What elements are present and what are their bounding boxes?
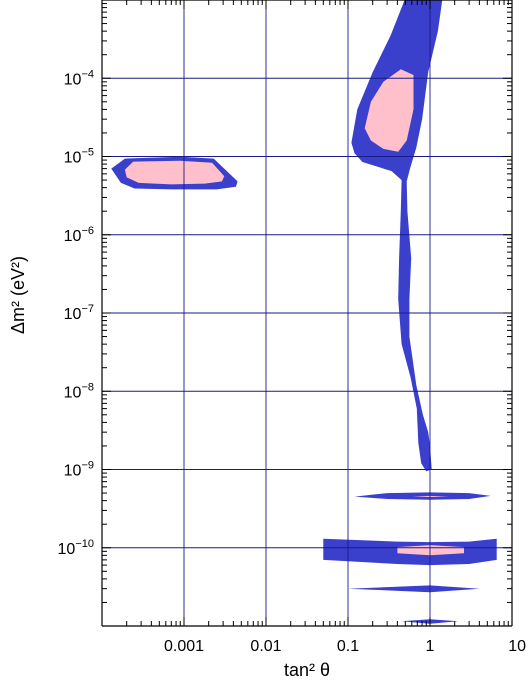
y-tick-label: 10−8 xyxy=(64,381,94,401)
y-tick-label: 10−7 xyxy=(64,303,94,323)
x-tick-label: 0.1 xyxy=(337,638,359,655)
x-tick-label: 0.01 xyxy=(250,638,281,655)
y-tick-label: 10−4 xyxy=(64,68,94,88)
axis-ticks xyxy=(101,0,513,627)
x-tick-label: 10 xyxy=(508,638,526,655)
region-lma-inner-3 xyxy=(364,69,414,152)
allowed-regions xyxy=(111,0,497,624)
y-tick-label: 10−9 xyxy=(64,460,94,480)
x-axis-label: tan² θ xyxy=(284,660,330,680)
y-tick-label: 10−5 xyxy=(64,147,94,167)
x-tick-labels: 0.001 0.01 0.1 1 10 xyxy=(164,638,526,655)
y-tick-label: 10−10 xyxy=(58,538,94,558)
x-tick-label: 1 xyxy=(426,638,435,655)
region-sma-inner-1 xyxy=(124,160,225,185)
region-vac-outer-8 xyxy=(348,585,480,593)
region-vac-inner-7 xyxy=(397,545,464,556)
grid-lines xyxy=(102,0,512,626)
region-vac-outer-4 xyxy=(354,492,491,500)
y-tick-labels: 10−4 10−5 10−6 10−7 10−8 10−9 10−10 xyxy=(58,68,94,558)
region-lma-low-vac-outer-2 xyxy=(351,0,443,472)
y-tick-label: 10−6 xyxy=(64,225,94,245)
y-axis-label: Δm² (eV²) xyxy=(8,256,28,334)
x-tick-label: 0.001 xyxy=(164,638,204,655)
